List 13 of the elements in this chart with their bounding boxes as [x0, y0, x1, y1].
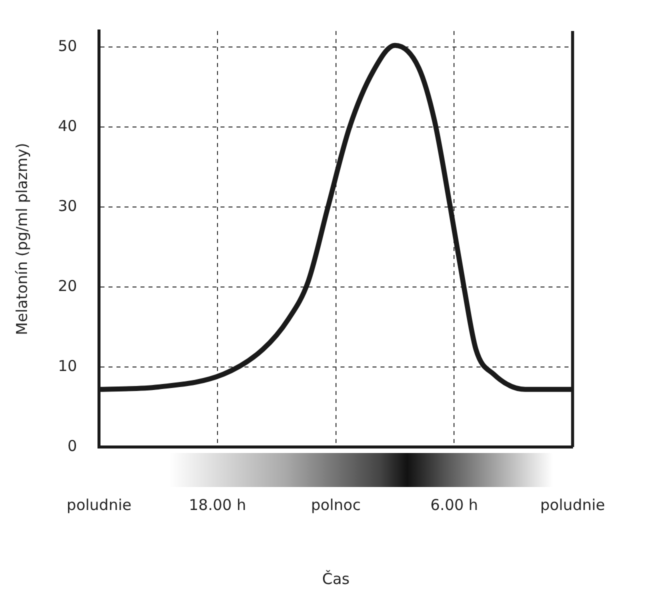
x-tick-label: poludnie — [66, 496, 132, 514]
y-tick-label: 40 — [58, 116, 78, 135]
x-axis-title: Čas — [322, 570, 350, 588]
x-tick-label: 6.00 h — [430, 496, 478, 514]
y-axis-title: Melatonín (pg/ml plazmy) — [12, 142, 31, 336]
y-tick-label: 0 — [68, 436, 78, 455]
y-tick-label: 50 — [58, 36, 78, 55]
x-tick-label: polnoc — [310, 496, 361, 514]
x-tick-label: 18.00 h — [188, 496, 246, 514]
y-tick-label: 20 — [58, 276, 78, 295]
x-tick-label: poludnie — [540, 496, 606, 514]
y-tick-label: 30 — [58, 196, 78, 215]
y-tick-label: 10 — [58, 356, 78, 375]
